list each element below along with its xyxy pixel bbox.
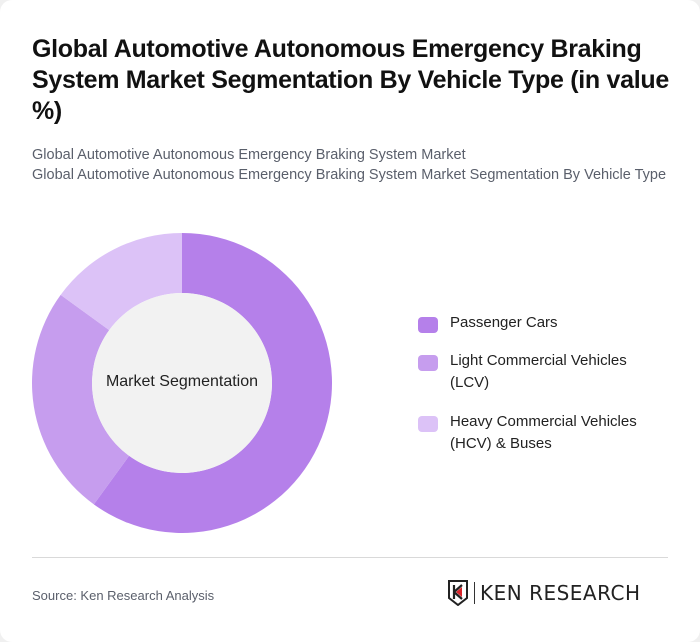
legend-swatch (418, 317, 438, 333)
subtitle-line-2: Global Automotive Autonomous Emergency B… (32, 166, 667, 183)
donut-slice-0 (93, 233, 332, 533)
ken-shield-icon (448, 580, 468, 606)
legend-item-passenger-cars: Passenger Cars (418, 312, 558, 334)
legend-label: Passenger Cars (450, 314, 558, 331)
donut-chart (32, 233, 332, 533)
chart-subtitle: Global Automotive Autonomous Emergency B… (32, 146, 672, 185)
subtitle-line-1: Global Automotive Autonomous Emergency B… (32, 147, 466, 163)
logo-text: KEN RESEARCH (480, 581, 641, 605)
source-note: Source: Ken Research Analysis (32, 588, 215, 603)
legend-label: Light Commercial Vehicles (LCV) (450, 352, 627, 391)
legend-swatch (418, 355, 438, 371)
legend-label: Heavy Commercial Vehicles (HCV) & Buses (450, 413, 637, 452)
donut-slice-1 (32, 294, 130, 505)
legend-swatch (418, 416, 438, 432)
legend-item-hcv-buses: Heavy Commercial Vehicles (HCV) & Buses (418, 411, 670, 455)
donut-slice-2 (60, 233, 182, 331)
legend-item-lcv: Light Commercial Vehicles (LCV) (418, 350, 660, 394)
chart-title: Global Automotive Autonomous Emergency B… (32, 35, 669, 125)
ken-research-logo: KEN RESEARCH (448, 580, 641, 606)
donut-center-label: Market Segmentation (105, 373, 259, 390)
footer-divider (32, 557, 668, 558)
logo-separator (474, 582, 475, 604)
donut-center (92, 293, 272, 473)
